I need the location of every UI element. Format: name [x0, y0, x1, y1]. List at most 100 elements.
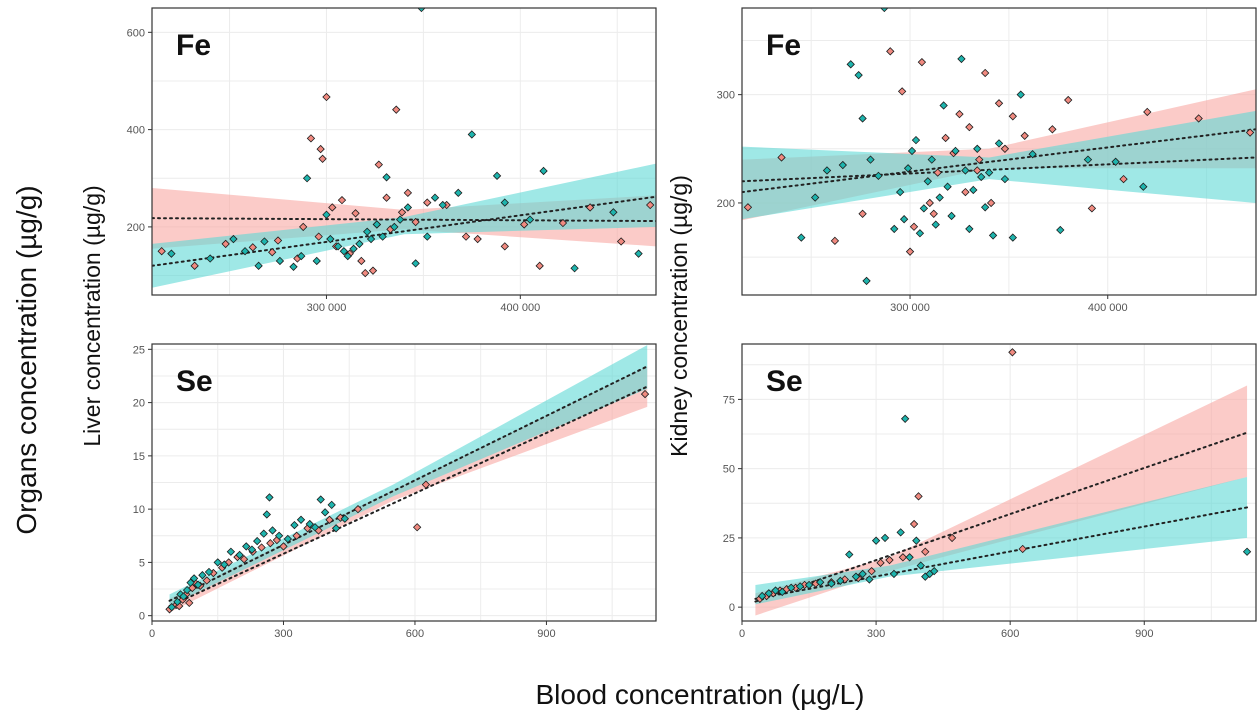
data-point-series-2	[305, 519, 314, 529]
data-point-series-1	[994, 99, 1004, 108]
data-point-series-2	[274, 531, 284, 540]
data-point-series-1	[353, 504, 363, 514]
data-point-series-2	[858, 569, 867, 579]
x-tick-label: 600	[1001, 628, 1019, 640]
y-tick-label: 0	[729, 602, 735, 614]
data-point-series-1	[858, 209, 867, 218]
data-point-series-1	[266, 539, 275, 548]
data-point-series-1	[306, 134, 316, 143]
data-point-series-1	[941, 133, 950, 143]
data-point-series-2	[969, 185, 978, 195]
data-point-series-2	[254, 261, 263, 270]
data-point-series-2	[854, 70, 863, 80]
data-point-series-2	[322, 210, 331, 219]
data-point-series-1	[897, 87, 907, 96]
x-tick-label: 400 000	[500, 302, 540, 314]
data-point-series-2	[326, 234, 335, 244]
liver-fe-panel: 300 000 400 000 200 400 600 Fe	[127, 7, 657, 314]
data-point-series-2	[438, 200, 447, 210]
data-point-series-2	[973, 144, 982, 153]
data-point-series-2	[395, 215, 405, 224]
data-point-series-2	[340, 514, 350, 523]
data-point-series-1	[914, 492, 923, 501]
data-point-series-2	[984, 168, 994, 177]
data-point-series-2	[988, 231, 998, 240]
data-point-series-2	[951, 146, 960, 156]
data-point-series-1	[905, 247, 915, 256]
data-point-series-1	[1245, 128, 1255, 137]
data-point-series-1	[361, 268, 370, 278]
blood-axis-label: Blood concentration (µg/L)	[536, 679, 865, 710]
data-point-series-2	[827, 579, 836, 588]
data-point-series-2	[845, 550, 854, 559]
data-point-series-2	[935, 193, 944, 202]
data-point-series-1	[273, 236, 283, 245]
data-point-series-2	[764, 589, 773, 598]
data-point-series-1	[921, 547, 930, 556]
data-point-series-1	[965, 122, 974, 132]
data-point-series-2	[302, 174, 312, 183]
kidney-axis-label: Kidney concentration (µg/g)	[666, 175, 692, 457]
data-point-series-2	[771, 586, 780, 595]
data-point-series-1	[830, 236, 840, 246]
data-point-series-1	[357, 256, 366, 266]
data-point-series-1	[947, 533, 957, 543]
data-point-series-2	[980, 203, 990, 212]
data-point-series-2	[911, 135, 921, 145]
data-point-series-2	[915, 229, 925, 238]
data-point-series-1	[411, 217, 420, 227]
data-point-series-1	[975, 155, 984, 164]
data-point-series-1	[1194, 114, 1203, 123]
confidence-band-series-2	[152, 163, 656, 288]
data-point-series-1	[368, 266, 378, 275]
plot-frame	[741, 343, 1257, 622]
data-point-series-1	[955, 109, 964, 119]
data-point-series-2	[492, 171, 502, 180]
data-point-series-2	[816, 578, 825, 587]
y-tick-label: 50	[723, 464, 735, 476]
data-point-series-1	[421, 480, 431, 489]
data-point-series-2	[916, 561, 925, 570]
data-point-series-2	[167, 602, 176, 612]
data-point-series-1	[1008, 112, 1018, 121]
data-point-series-2	[296, 515, 306, 524]
data-point-series-1	[973, 166, 982, 175]
data-point-series-2	[339, 247, 349, 256]
data-point-series-2	[260, 237, 269, 246]
data-point-series-2	[193, 580, 203, 589]
data-point-series-2	[297, 251, 306, 261]
data-point-series-1	[397, 208, 407, 217]
kidney-se-panel: 0 300 600 900 0 25 50 75 Se	[723, 343, 1257, 640]
y-tick-label: 15	[133, 451, 145, 463]
data-point-series-2	[378, 232, 387, 241]
data-point-series-2	[899, 215, 909, 224]
data-point-series-2	[862, 276, 871, 286]
data-point-series-2	[874, 171, 883, 181]
data-point-series-2	[880, 533, 890, 543]
data-point-series-2	[965, 224, 974, 234]
x-tick-label: 0	[739, 628, 745, 640]
data-point-series-1	[535, 261, 544, 270]
data-point-series-2	[265, 493, 274, 502]
data-point-series-2	[430, 193, 440, 202]
data-point-series-1	[1018, 544, 1027, 554]
data-point-series-2	[213, 558, 222, 567]
data-point-series-2	[903, 164, 913, 173]
data-point-series-1	[1143, 107, 1152, 117]
data-point-series-1	[909, 222, 919, 231]
data-point-series-1	[777, 153, 786, 162]
data-point-series-2	[167, 249, 176, 258]
data-point-series-2	[846, 60, 855, 69]
data-point-series-1	[1048, 125, 1057, 134]
data-point-series-2	[890, 224, 899, 234]
data-point-series-2	[912, 536, 921, 545]
data-point-series-2	[795, 582, 805, 591]
x-tick-label: 400 000	[1088, 302, 1128, 314]
x-tick-label: 0	[149, 628, 155, 640]
data-point-series-1	[886, 47, 895, 56]
data-point-series-2	[900, 414, 910, 423]
data-point-series-2	[198, 571, 207, 580]
data-point-series-2	[994, 139, 1004, 148]
data-point-series-2	[880, 8, 889, 13]
